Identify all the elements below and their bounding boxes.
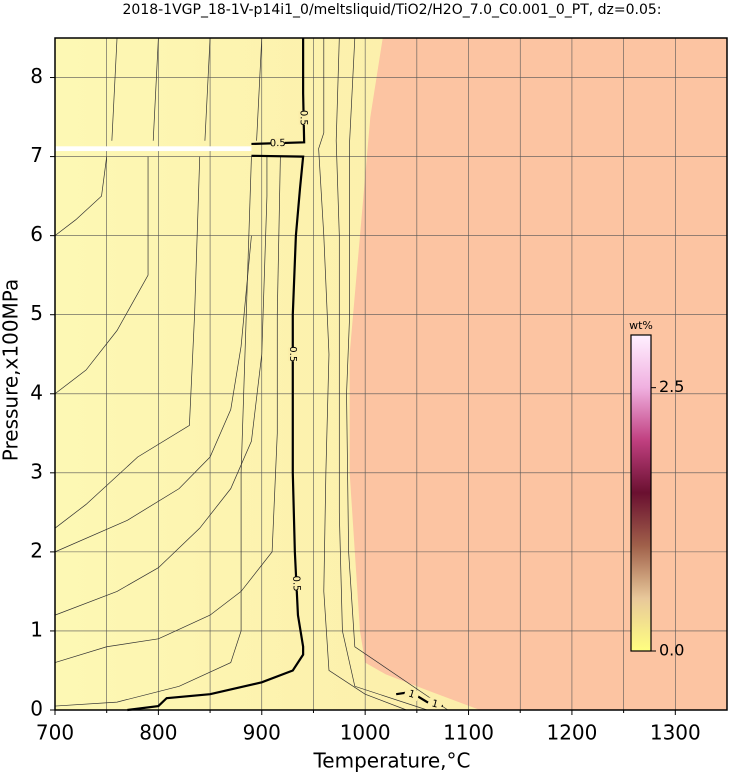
thin-contour [54,156,281,663]
contour-label: 0.5 [297,110,308,126]
thin-contour [54,37,118,236]
y-tick-label: 0 [30,697,43,721]
x-axis-label: Temperature,°C [312,749,470,773]
contour-label: 1 [407,688,416,700]
contour-label-bg [403,687,420,702]
thin-contour [318,38,407,711]
thin-contour [54,235,252,553]
contour-label: 0.5 [290,575,302,591]
x-tick-label: 700 [36,721,74,745]
thin-contour [54,37,159,395]
y-tick-label: 3 [30,459,43,483]
chart-title: 2018-1VGP_18-1V-p14i1_0/meltsliquid/TiO2… [123,2,662,18]
thin-contour [335,37,428,711]
x-tick-label: 800 [139,721,177,745]
contour-label-bg [270,137,285,149]
contour-label-bg [287,347,298,362]
y-tick-label: 1 [30,617,43,641]
thin-contour [54,37,211,529]
x-tick-label: 1100 [443,721,494,745]
y-axis-label: Pressure,x100MPa [0,279,23,461]
y-tick-label: 7 [30,143,43,167]
y-tick-label: 4 [30,380,43,404]
y-tick-label: 5 [30,301,43,325]
contour-label: 0.5 [287,346,298,362]
y-tick-label: 8 [30,64,43,88]
contour-label: 0.5 [270,138,286,149]
x-tick-label: 900 [243,721,281,745]
contour-label-bg [291,576,302,591]
colorbar-label: wt% [629,319,653,332]
contour-label-bg [426,697,443,711]
thin-contour [54,156,268,616]
y-tick-label: 6 [30,222,43,246]
x-tick-label: 1000 [340,721,391,745]
colorbar [630,334,652,652]
thin-contour [54,37,263,707]
region [349,38,727,710]
colorbar-tick-label: 2.5 [659,377,684,396]
colorbar-tick-label: 0.0 [659,641,684,660]
contour-label-bg [298,110,309,125]
y-tick-label: 2 [30,538,43,562]
x-tick-label: 1300 [650,721,701,745]
plot-frame [54,37,728,711]
thin-contour [346,37,449,711]
x-tick-label: 1200 [546,721,597,745]
gap-band [55,146,252,152]
contour-label: 1 [430,698,439,710]
